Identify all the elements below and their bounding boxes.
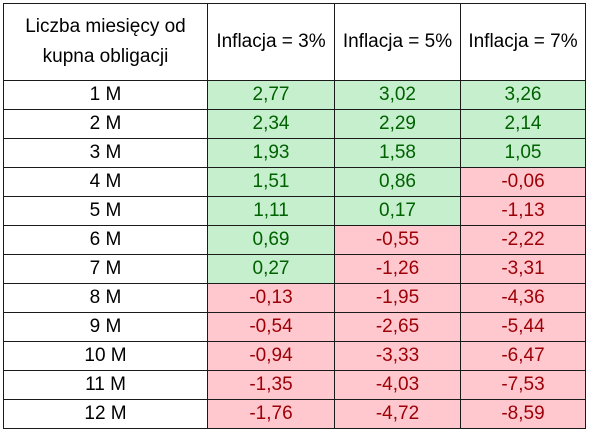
- value-cell-inflation-7: 1,05: [460, 138, 586, 168]
- value-cell-inflation-5: -2,65: [334, 312, 461, 342]
- table-row: 3 M 1,93 1,58 1,05: [3, 138, 586, 168]
- value-cell-inflation-7: -3,31: [460, 254, 586, 284]
- value-cell-inflation-3: 1,93: [207, 138, 335, 168]
- value-cell-inflation-3: -0,94: [207, 341, 335, 371]
- month-cell: 12 M: [3, 399, 208, 429]
- table-row: 9 M -0,54 -2,65 -5,44: [3, 312, 586, 342]
- month-cell: 7 M: [3, 254, 208, 284]
- value-cell-inflation-7: 2,14: [460, 109, 586, 139]
- table-row: 2 M 2,34 2,29 2,14: [3, 109, 586, 139]
- table-body: 1 M 2,77 3,02 3,26 2 M 2,34 2,29 2,14 3 M 1,93 1,5…: [3, 80, 586, 429]
- month-cell: 11 M: [3, 370, 208, 400]
- value-cell-inflation-5: -1,26: [334, 254, 461, 284]
- value-cell-inflation-7: -7,53: [460, 370, 586, 400]
- table-row: 7 M 0,27 -1,26 -3,31: [3, 254, 586, 284]
- value-cell-inflation-3: -1,76: [207, 399, 335, 429]
- value-cell-inflation-5: -1,95: [334, 283, 461, 313]
- month-cell: 5 M: [3, 196, 208, 226]
- value-cell-inflation-5: 1,58: [334, 138, 461, 168]
- header-inflation-3: Inflacja = 3%: [207, 3, 335, 81]
- month-cell: 9 M: [3, 312, 208, 342]
- month-cell: 10 M: [3, 341, 208, 371]
- value-cell-inflation-3: -0,54: [207, 312, 335, 342]
- value-cell-inflation-3: 0,27: [207, 254, 335, 284]
- month-cell: 2 M: [3, 109, 208, 139]
- value-cell-inflation-3: 2,34: [207, 109, 335, 139]
- table-row: 12 M -1,76 -4,72 -8,59: [3, 399, 586, 429]
- value-cell-inflation-7: -4,36: [460, 283, 586, 313]
- value-cell-inflation-5: 3,02: [334, 80, 461, 110]
- table-row: 6 M 0,69 -0,55 -2,22: [3, 225, 586, 255]
- table-row: 1 M 2,77 3,02 3,26: [3, 80, 586, 110]
- value-cell-inflation-7: -1,13: [460, 196, 586, 226]
- header-row: Liczba miesięcy od kupna obligacji Infla…: [3, 3, 586, 81]
- month-cell: 8 M: [3, 283, 208, 313]
- value-cell-inflation-3: 1,51: [207, 167, 335, 197]
- value-cell-inflation-7: -0,06: [460, 167, 586, 197]
- table-row: 4 M 1,51 0,86 -0,06: [3, 167, 586, 197]
- value-cell-inflation-5: -0,55: [334, 225, 461, 255]
- header-months-since-purchase: Liczba miesięcy od kupna obligacji: [3, 3, 208, 81]
- value-cell-inflation-5: -3,33: [334, 341, 461, 371]
- inflation-table: Liczba miesięcy od kupna obligacji Infla…: [3, 3, 586, 429]
- value-cell-inflation-5: -4,03: [334, 370, 461, 400]
- month-cell: 6 M: [3, 225, 208, 255]
- value-cell-inflation-5: -4,72: [334, 399, 461, 429]
- header-inflation-7: Inflacja = 7%: [460, 3, 586, 81]
- value-cell-inflation-7: -2,22: [460, 225, 586, 255]
- table-row: 5 M 1,11 0,17 -1,13: [3, 196, 586, 226]
- value-cell-inflation-5: 0,17: [334, 196, 461, 226]
- value-cell-inflation-3: -1,35: [207, 370, 335, 400]
- value-cell-inflation-5: 2,29: [334, 109, 461, 139]
- value-cell-inflation-3: 2,77: [207, 80, 335, 110]
- value-cell-inflation-7: 3,26: [460, 80, 586, 110]
- table-row: 8 M -0,13 -1,95 -4,36: [3, 283, 586, 313]
- value-cell-inflation-3: 1,11: [207, 196, 335, 226]
- table-row: 10 M -0,94 -3,33 -6,47: [3, 341, 586, 371]
- value-cell-inflation-7: -6,47: [460, 341, 586, 371]
- value-cell-inflation-3: 0,69: [207, 225, 335, 255]
- month-cell: 4 M: [3, 167, 208, 197]
- month-cell: 1 M: [3, 80, 208, 110]
- value-cell-inflation-7: -8,59: [460, 399, 586, 429]
- header-inflation-5: Inflacja = 5%: [334, 3, 461, 81]
- value-cell-inflation-3: -0,13: [207, 283, 335, 313]
- month-cell: 3 M: [3, 138, 208, 168]
- table-row: 11 M -1,35 -4,03 -7,53: [3, 370, 586, 400]
- value-cell-inflation-5: 0,86: [334, 167, 461, 197]
- value-cell-inflation-7: -5,44: [460, 312, 586, 342]
